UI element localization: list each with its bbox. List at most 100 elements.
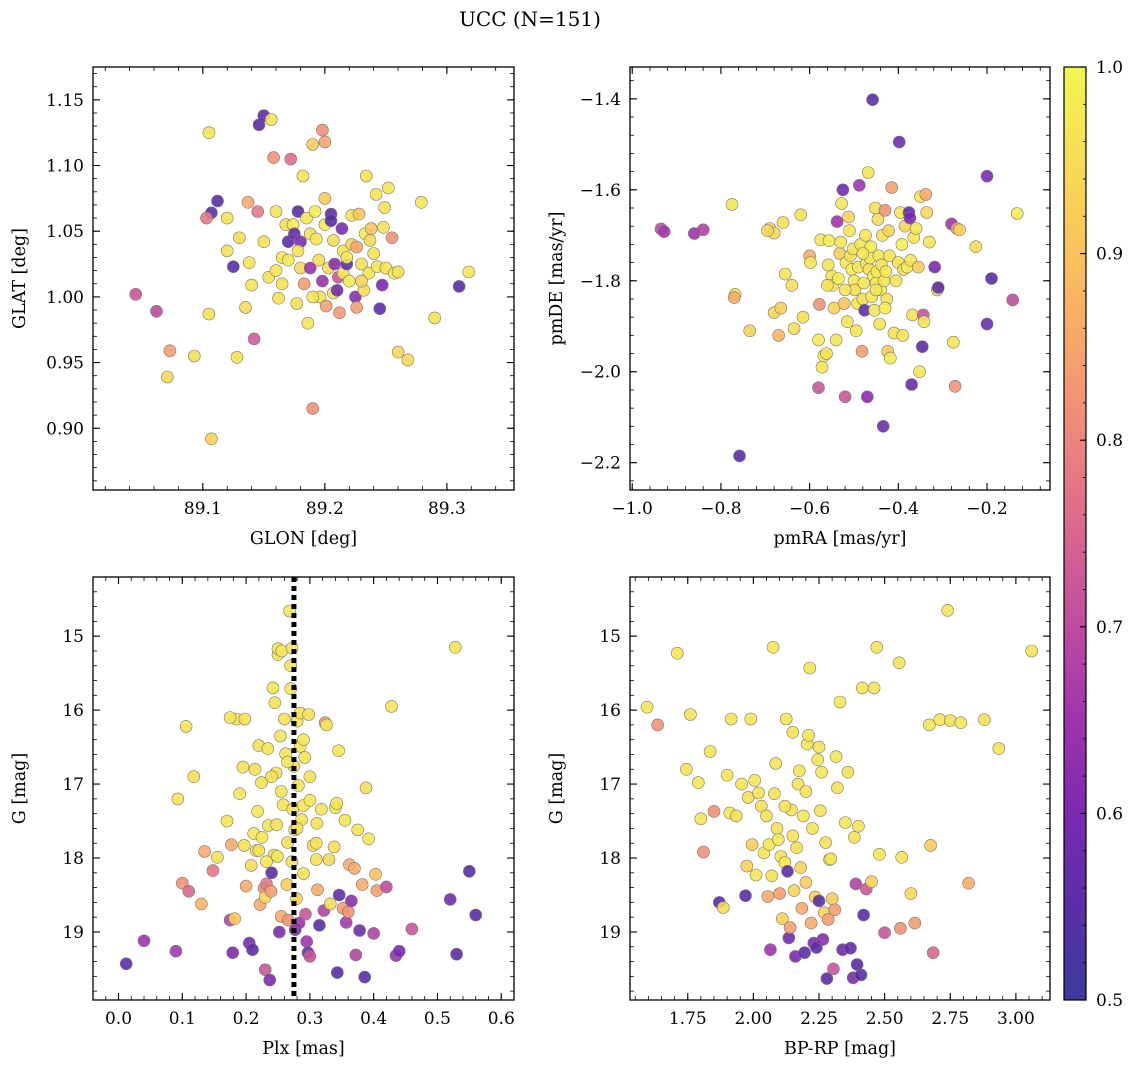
- scatter-point: [799, 876, 813, 889]
- scatter-point: [882, 224, 895, 237]
- scatter-point: [651, 718, 664, 732]
- scatter-point: [188, 349, 201, 363]
- scatter-point: [848, 830, 861, 844]
- scatter-point: [724, 712, 738, 726]
- scatter-point: [843, 224, 856, 237]
- scatter-point: [802, 728, 815, 742]
- scatter-point: [812, 740, 826, 754]
- scatter-point: [211, 850, 224, 864]
- scatter-point: [787, 884, 801, 897]
- scatter-point: [367, 927, 381, 940]
- scatter-point: [260, 855, 273, 869]
- y-tick-label: 16: [62, 701, 84, 721]
- scatter-point: [790, 841, 804, 855]
- scatter-point: [869, 283, 883, 297]
- scatter-points: [640, 603, 1038, 985]
- scatter-point: [391, 265, 405, 279]
- scatter-point: [251, 805, 264, 818]
- scatter-point: [405, 922, 419, 936]
- scatter-point: [720, 768, 734, 782]
- scatter-point: [297, 733, 310, 747]
- scatter-point: [369, 867, 382, 881]
- scatter-point: [220, 244, 234, 258]
- scatter-point: [469, 908, 483, 922]
- scatter-point: [773, 887, 786, 900]
- plot-frame: [92, 576, 515, 1001]
- scatter-point: [821, 913, 835, 926]
- scatter-point: [745, 838, 759, 852]
- colorbar-gradient: [1063, 66, 1087, 1001]
- y-tick-label: 0.95: [46, 354, 84, 374]
- scatter-point: [351, 823, 365, 837]
- scatter-point: [355, 257, 368, 271]
- scatter-point: [328, 257, 341, 271]
- scatter-point: [275, 277, 289, 291]
- colorbar-ticks: 0.5 0.6 0.7 0.8 0.9 1.0: [1080, 58, 1123, 1011]
- y-tick-label: −1.6: [580, 181, 621, 201]
- scatter-point: [876, 419, 890, 433]
- scatter-point: [812, 381, 825, 395]
- scatter-point: [150, 304, 163, 318]
- y-axis-label: G [mag]: [547, 753, 567, 824]
- scatter-point: [255, 776, 268, 789]
- scatter-point: [978, 713, 991, 727]
- scatter-point: [353, 924, 366, 937]
- scatter-point: [760, 809, 773, 823]
- scatter-point: [227, 260, 240, 274]
- scatter-point: [822, 234, 836, 247]
- scatter-point: [303, 261, 317, 275]
- scatter-point: [838, 283, 852, 297]
- colorbar-tick-label: 1.0: [1096, 58, 1123, 78]
- scatter-point: [268, 696, 282, 710]
- scatter-point: [749, 868, 763, 882]
- scatter-point: [803, 661, 817, 675]
- scatter-point: [198, 845, 211, 858]
- scatter-point: [815, 360, 829, 374]
- scatter-point: [315, 802, 328, 816]
- scatter-point: [867, 681, 881, 695]
- scatter-point: [1010, 207, 1024, 220]
- scatter-point: [744, 712, 758, 726]
- scatter-point: [1025, 644, 1038, 658]
- scatter-point: [748, 774, 762, 787]
- scatter-panel-1: 89.1 89.2 89.3 0.90 0.95 1.00 1.05 1.10 1.15 GLON…: [10, 66, 515, 549]
- scatter-point: [264, 113, 278, 126]
- scatter-point: [866, 93, 879, 106]
- scatter-point: [825, 892, 839, 906]
- scatter-point: [865, 875, 878, 889]
- figure-title: UCC (N=151): [459, 7, 601, 31]
- scatter-point: [786, 725, 800, 739]
- scatter-point: [855, 681, 869, 695]
- scatter-point: [206, 864, 220, 877]
- scatter-point: [316, 274, 329, 288]
- scatter-point: [349, 948, 363, 962]
- scatter-point: [220, 814, 234, 828]
- scatter-point: [223, 711, 237, 724]
- scatter-point: [385, 231, 399, 245]
- scatter-point: [320, 718, 333, 732]
- scatter-point: [895, 850, 909, 864]
- scatter-point: [242, 256, 256, 270]
- scatter-point: [355, 274, 368, 288]
- scatter-point: [640, 700, 654, 714]
- scatter-point: [265, 770, 278, 784]
- scatter-point: [799, 785, 813, 798]
- scatter-panel-2: −1.0 −0.8 −0.6 −0.4 −0.2 −2.2 −2.0 −1.8 −1.6 −1.4…: [547, 66, 1051, 549]
- scatter-point: [462, 265, 476, 279]
- x-tick-label: 0.1: [169, 1009, 196, 1029]
- scatter-point: [300, 211, 313, 225]
- scatter-point: [820, 972, 834, 985]
- scatter-point: [303, 793, 317, 807]
- scatter-point: [340, 251, 354, 264]
- scatter-point: [928, 260, 942, 274]
- scatter-point: [831, 781, 844, 795]
- scatter-point: [860, 390, 874, 404]
- scatter-point: [341, 905, 355, 919]
- scatter-point: [274, 785, 288, 798]
- scatter-point: [308, 205, 322, 218]
- y-axis-label: GLAT [deg]: [10, 228, 30, 329]
- scatter-point: [359, 781, 373, 795]
- scatter-point: [443, 893, 457, 906]
- scatter-point: [909, 222, 923, 235]
- scatter-point: [226, 946, 239, 960]
